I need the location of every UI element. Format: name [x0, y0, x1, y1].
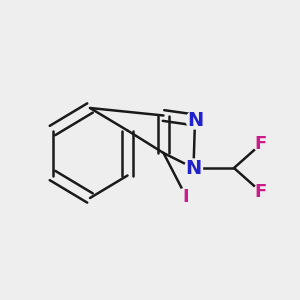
- Circle shape: [184, 159, 202, 177]
- Circle shape: [254, 136, 268, 152]
- Circle shape: [186, 111, 204, 129]
- Text: I: I: [183, 188, 189, 206]
- Text: F: F: [255, 183, 267, 201]
- Text: F: F: [255, 135, 267, 153]
- Text: N: N: [185, 158, 202, 178]
- Circle shape: [254, 184, 268, 200]
- Text: N: N: [187, 110, 203, 130]
- Circle shape: [178, 188, 194, 205]
